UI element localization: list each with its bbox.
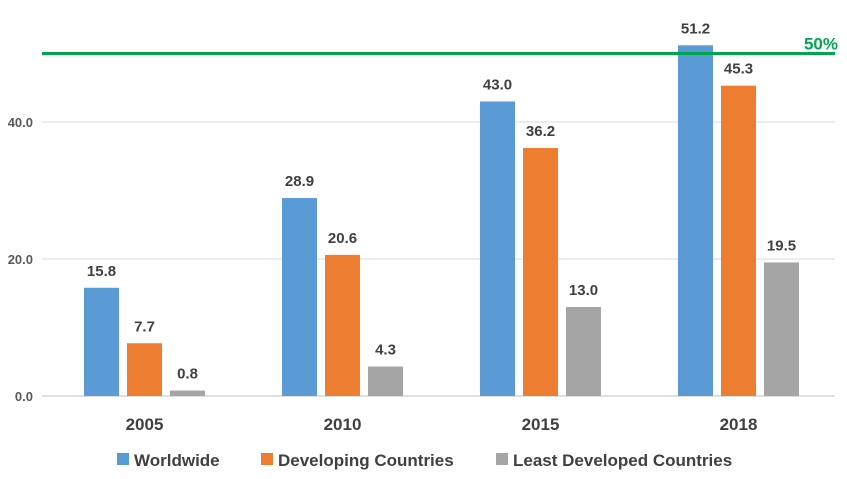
bar-least-developed-countries-2015 — [566, 306, 601, 396]
y-tick-label: 40.0 — [8, 115, 33, 130]
data-label-worldwide-2015: 43.0 — [483, 76, 512, 93]
x-category-label-2015: 2015 — [522, 415, 560, 434]
legend-swatch-worldwide — [117, 453, 129, 465]
bar-developing-countries-2015 — [523, 148, 558, 396]
y-tick-label: 0.0 — [15, 389, 33, 404]
bar-worldwide-2005 — [84, 287, 119, 396]
legend-label-least-developed-countries: Least Developed Countries — [513, 451, 732, 470]
bar-worldwide-2018 — [678, 45, 713, 396]
reference-line-label: 50% — [804, 35, 838, 54]
bar-worldwide-2015 — [480, 101, 515, 396]
x-category-label-2018: 2018 — [720, 415, 758, 434]
data-label-least-developed-countries-2015: 13.0 — [569, 282, 598, 299]
data-label-developing-countries-2018: 45.3 — [724, 61, 753, 78]
data-label-developing-countries-2010: 20.6 — [328, 230, 357, 247]
x-axis-categories: 2005 2010 2015 2018 — [126, 415, 758, 434]
data-label-least-developed-countries-2010: 4.3 — [375, 342, 396, 359]
y-tick-label: 20.0 — [8, 252, 33, 267]
data-label-least-developed-countries-2005: 0.8 — [177, 366, 198, 383]
bar-worldwide-2010 — [282, 198, 317, 396]
data-label-developing-countries-2005: 7.7 — [134, 318, 155, 335]
x-category-label-2010: 2010 — [324, 415, 362, 434]
data-label-worldwide-2018: 51.2 — [681, 20, 710, 37]
bar-least-developed-countries-2018 — [764, 262, 799, 396]
bar-least-developed-countries-2010 — [368, 366, 403, 396]
data-label-least-developed-countries-2018: 19.5 — [767, 237, 796, 254]
bar-least-developed-countries-2005 — [170, 390, 205, 396]
x-category-label-2005: 2005 — [126, 415, 164, 434]
bar-developing-countries-2005 — [127, 343, 162, 396]
bar-developing-countries-2010 — [325, 254, 360, 396]
legend: Worldwide Developing Countries Least Devel… — [117, 451, 732, 470]
legend-label-worldwide: Worldwide — [134, 451, 220, 470]
data-labels: 15.8 7.7 0.8 28.9 20.6 4.3 43.0 36.2 13.0 51.2 45.… — [87, 20, 796, 382]
legend-swatch-least-developed-countries — [496, 453, 508, 465]
data-label-developing-countries-2015: 36.2 — [526, 123, 555, 140]
data-label-worldwide-2010: 28.9 — [285, 173, 314, 190]
bars — [84, 45, 799, 396]
reference-line-group: 50% — [42, 35, 838, 55]
bar-developing-countries-2018 — [721, 85, 756, 396]
data-label-worldwide-2005: 15.8 — [87, 263, 116, 280]
y-axis-ticks: 0.0 20.0 40.0 — [8, 115, 33, 404]
legend-swatch-developing-countries — [261, 453, 273, 465]
legend-label-developing-countries: Developing Countries — [278, 451, 454, 470]
